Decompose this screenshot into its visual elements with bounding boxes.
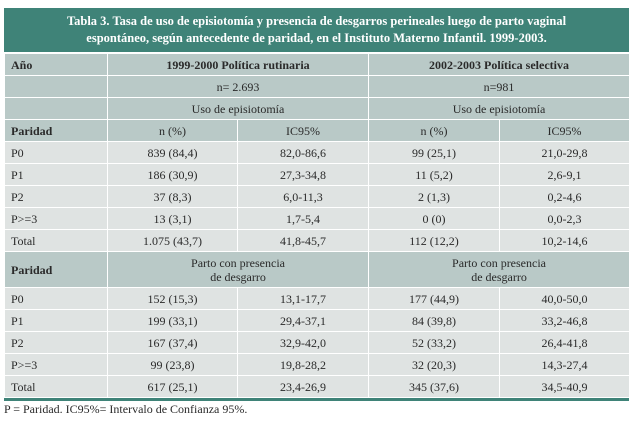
- ic-cell-1: 41,8-45,7: [236, 229, 370, 252]
- ic-cell-2: 10,2-14,6: [499, 229, 631, 252]
- col-n-period-2: n (%): [368, 119, 501, 142]
- ic-cell-2: 34,5-40,9: [499, 375, 631, 398]
- footnote: P = Paridad. IC95%= Intervalo de Confian…: [4, 402, 248, 416]
- table-bottom-rule: [4, 398, 629, 401]
- header-row-year: Año 1999-2000 Política rutinaria 2002-20…: [4, 53, 631, 76]
- n-cell-2: 99 (25,1): [368, 141, 501, 164]
- n-cell-1: 839 (84,4): [107, 141, 238, 164]
- n-cell-1: 99 (23,8): [107, 353, 238, 376]
- n-cell-2: 345 (37,6): [368, 375, 501, 398]
- n-cell-2: 2 (1,3): [368, 185, 501, 208]
- empty-cell: [4, 97, 108, 120]
- n-cell-2: 112 (12,2): [368, 229, 501, 252]
- ic-cell-2: 33,2-46,8: [499, 309, 631, 332]
- ic-cell-1: 32,9-42,0: [236, 331, 370, 354]
- header-row-tears: Paridad Parto con presencia de desgarro …: [4, 251, 631, 288]
- parity-cell: P2: [4, 331, 108, 354]
- n-cell-1: 617 (25,1): [107, 375, 238, 398]
- ic-cell-2: 21,0-29,8: [499, 141, 631, 164]
- parity-cell: P1: [4, 309, 108, 332]
- n-cell-1: 13 (3,1): [107, 207, 238, 230]
- table-row: P1 186 (30,9) 27,3-34,8 11 (5,2) 2,6-9,1: [4, 163, 631, 186]
- n-cell-2: 84 (39,8): [368, 309, 501, 332]
- n-cell-1: 167 (37,4): [107, 331, 238, 354]
- header-row-section: Uso de episiotomía Uso de episiotomía: [4, 97, 631, 120]
- year-label: Año: [4, 53, 108, 76]
- ic-cell-2: 14,3-27,4: [499, 353, 631, 376]
- section-tears-1-line1: Parto con presencia: [191, 255, 285, 270]
- header-row-columns: Paridad n (%) IC95% n (%) IC95%: [4, 119, 631, 142]
- col-ic-period-1: IC95%: [236, 119, 370, 142]
- parity-cell: Total: [4, 229, 108, 252]
- ic-cell-1: 82,0-86,6: [236, 141, 370, 164]
- n-cell-2: 11 (5,2): [368, 163, 501, 186]
- parity-cell: P2: [4, 185, 108, 208]
- ic-cell-1: 23,4-26,9: [236, 375, 370, 398]
- ic-cell-2: 0,2-4,6: [499, 185, 631, 208]
- n-cell-2: 52 (33,2): [368, 331, 501, 354]
- parity-cell: Total: [4, 375, 108, 398]
- parity-cell: P1: [4, 163, 108, 186]
- n-cell-1: 1.075 (43,7): [107, 229, 238, 252]
- table-row-total: Total 617 (25,1) 23,4-26,9 345 (37,6) 34…: [4, 375, 631, 398]
- table-title: Tabla 3. Tasa de uso de episiotomía y pr…: [4, 8, 629, 53]
- table-row: P0 839 (84,4) 82,0-86,6 99 (25,1) 21,0-2…: [4, 141, 631, 164]
- data-table: Año 1999-2000 Política rutinaria 2002-20…: [4, 53, 631, 398]
- parity-cell: P0: [4, 141, 108, 164]
- section-tears-1: Parto con presencia de desgarro: [106, 251, 370, 288]
- period-2-header: 2002-2003 Política selectiva: [368, 53, 631, 76]
- section-tears-1-line2: de desgarro: [210, 269, 266, 284]
- n-period-1: n= 2.693: [106, 75, 370, 98]
- parity-cell: P>=3: [4, 207, 108, 230]
- parity-cell: P0: [4, 287, 108, 310]
- n-cell-2: 177 (44,9): [368, 287, 501, 310]
- ic-cell-1: 29,4-37,1: [236, 309, 370, 332]
- ic-cell-1: 13,1-17,7: [236, 287, 370, 310]
- section-episiotomy-2: Uso de episiotomía: [368, 97, 631, 120]
- empty-cell: [4, 75, 108, 98]
- section-episiotomy-1: Uso de episiotomía: [106, 97, 370, 120]
- period-1-header: 1999-2000 Política rutinaria: [106, 53, 370, 76]
- n-cell-1: 152 (15,3): [107, 287, 238, 310]
- n-cell-1: 199 (33,1): [107, 309, 238, 332]
- section-tears-2-line1: Parto con presencia: [452, 255, 546, 270]
- table-row: P1 199 (33,1) 29,4-37,1 84 (39,8) 33,2-4…: [4, 309, 631, 332]
- ic-cell-1: 6,0-11,3: [236, 185, 370, 208]
- n-cell-2: 32 (20,3): [368, 353, 501, 376]
- table-row-total: Total 1.075 (43,7) 41,8-45,7 112 (12,2) …: [4, 229, 631, 252]
- table-container: Tabla 3. Tasa de uso de episiotomía y pr…: [4, 8, 631, 401]
- table-row: P>=3 13 (3,1) 1,7-5,4 0 (0) 0,0-2,3: [4, 207, 631, 230]
- title-line-2: espontáneo, según antecedente de paridad…: [86, 31, 547, 45]
- col-ic-period-2: IC95%: [499, 119, 631, 142]
- ic-cell-2: 2,6-9,1: [499, 163, 631, 186]
- parity-label-tears: Paridad: [4, 251, 108, 288]
- ic-cell-2: 40,0-50,0: [499, 287, 631, 310]
- section-tears-2-line2: de desgarro: [471, 269, 527, 284]
- ic-cell-2: 26,4-41,8: [499, 331, 631, 354]
- ic-cell-2: 0,0-2,3: [499, 207, 631, 230]
- n-cell-2: 0 (0): [368, 207, 501, 230]
- ic-cell-1: 27,3-34,8: [236, 163, 370, 186]
- col-n-period-1: n (%): [107, 119, 238, 142]
- n-period-2: n=981: [368, 75, 631, 98]
- ic-cell-1: 1,7-5,4: [236, 207, 370, 230]
- table-row: P2 167 (37,4) 32,9-42,0 52 (33,2) 26,4-4…: [4, 331, 631, 354]
- parity-label: Paridad: [4, 119, 108, 142]
- table-row: P2 37 (8,3) 6,0-11,3 2 (1,3) 0,2-4,6: [4, 185, 631, 208]
- title-line-1: Tabla 3. Tasa de uso de episiotomía y pr…: [66, 14, 567, 28]
- table-row: P>=3 99 (23,8) 19,8-28,2 32 (20,3) 14,3-…: [4, 353, 631, 376]
- header-row-n: n= 2.693 n=981: [4, 75, 631, 98]
- n-cell-1: 186 (30,9): [107, 163, 238, 186]
- ic-cell-1: 19,8-28,2: [236, 353, 370, 376]
- parity-cell: P>=3: [4, 353, 108, 376]
- table-row: P0 152 (15,3) 13,1-17,7 177 (44,9) 40,0-…: [4, 287, 631, 310]
- section-tears-2: Parto con presencia de desgarro: [368, 251, 631, 288]
- n-cell-1: 37 (8,3): [107, 185, 238, 208]
